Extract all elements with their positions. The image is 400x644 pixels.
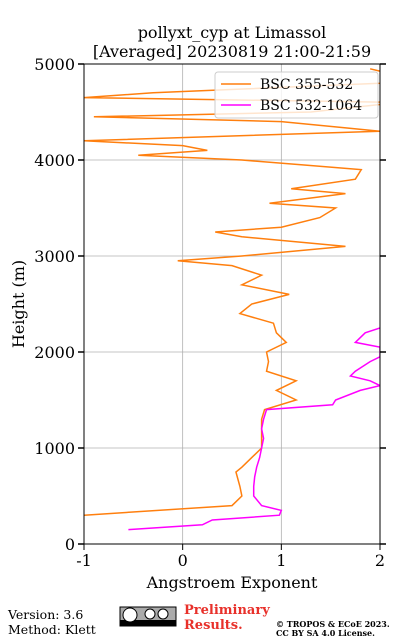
profile-line	[128, 327, 380, 531]
legend-label: BSC 532-1064	[260, 98, 362, 114]
plot-frame	[83, 63, 381, 545]
cc-badge	[119, 606, 177, 627]
status: Preliminary	[184, 603, 270, 618]
plot-lines	[84, 68, 380, 531]
copyright: © TROPOS & ECoE 2023.	[276, 619, 390, 629]
version: Version: 3.6	[7, 607, 83, 622]
x-tick-label: 1	[276, 551, 286, 570]
x-axis-label: Angstroem Exponent	[146, 573, 318, 592]
y-tick-label: 5000	[34, 55, 75, 74]
y-tick-label: 0	[65, 535, 75, 554]
chart-title: pollyxt_cyp at Limassol	[138, 23, 327, 42]
x-tick-label: 2	[375, 551, 385, 570]
license: CC BY SA 4.0 License.	[276, 628, 375, 638]
y-tick-label: 2000	[34, 343, 75, 362]
y-tick-label: 4000	[34, 151, 75, 170]
x-tick-label: -1	[76, 551, 92, 570]
chart-subtitle: [Averaged] 20230819 21:00-21:59	[93, 42, 371, 61]
status: Results.	[184, 618, 243, 633]
legend-label: BSC 355-532	[260, 77, 353, 93]
legend-box	[214, 71, 379, 119]
y-tick-label: 3000	[34, 247, 75, 266]
y-tick-label: 1000	[34, 439, 75, 458]
method: Method: Klett	[8, 622, 96, 637]
x-tick-label: 0	[178, 551, 188, 570]
y-axis-label: Height (m)	[9, 260, 28, 348]
